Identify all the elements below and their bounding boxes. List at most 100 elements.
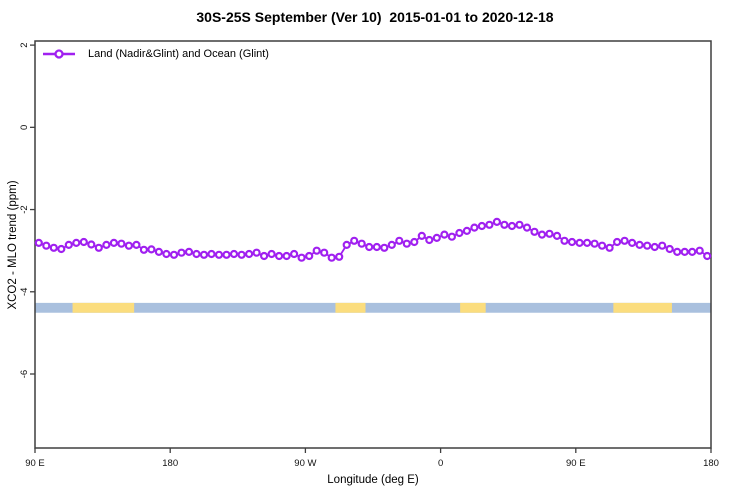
- data-point: [42, 241, 51, 250]
- data-point: [410, 237, 419, 247]
- data-point: [665, 244, 674, 254]
- data-point: [387, 240, 396, 249]
- data-point: [267, 249, 276, 259]
- y-tick-label: 0: [19, 125, 30, 130]
- data-point: [380, 243, 389, 252]
- data-point: [169, 250, 179, 259]
- data-point: [199, 250, 209, 259]
- x-tick-label: 90 E: [25, 458, 45, 469]
- x-tick-label: 180: [703, 458, 719, 469]
- x-tick-label: 0: [438, 458, 443, 469]
- data-point: [350, 236, 359, 245]
- data-point: [635, 240, 644, 249]
- data-point: [492, 217, 501, 226]
- data-point: [154, 247, 163, 256]
- data-point: [222, 250, 231, 259]
- legend-line-marker-icon: [43, 49, 75, 59]
- data-point: [290, 249, 299, 259]
- data-point: [49, 243, 58, 252]
- data-point: [109, 238, 119, 247]
- data-point: [507, 221, 517, 231]
- data-point: [650, 242, 659, 252]
- data-point: [545, 229, 554, 238]
- data-point: [590, 239, 599, 248]
- data-point: [184, 247, 194, 256]
- data-point: [627, 238, 637, 247]
- data-point: [147, 245, 156, 254]
- data-point: [312, 246, 321, 255]
- chart-title: 30S-25S September (Ver 10) 2015-01-01 to…: [196, 9, 554, 25]
- data-point: [552, 231, 562, 240]
- data-point: [305, 251, 314, 261]
- data-point: [320, 248, 329, 257]
- data-point: [102, 240, 111, 249]
- data-line: [38, 221, 708, 259]
- data-point: [522, 223, 532, 232]
- data-point: [567, 237, 577, 247]
- data-point: [425, 235, 434, 245]
- data-point: [455, 228, 464, 238]
- legend-circle-marker: [54, 49, 64, 59]
- data-point: [530, 227, 539, 236]
- legend: Land (Nadir&Glint) and Ocean (Glint): [41, 48, 269, 60]
- data-point: [575, 238, 584, 247]
- data-point: [500, 220, 509, 229]
- data-point: [297, 253, 306, 262]
- data-point: [124, 241, 133, 250]
- x-axis-title: Longitude (deg E): [327, 474, 419, 486]
- data-point: [64, 240, 73, 249]
- data-point: [357, 239, 366, 248]
- land-band-segment: [335, 302, 366, 313]
- data-point: [485, 220, 494, 229]
- data-point: [673, 247, 682, 256]
- ocean-band: [35, 302, 711, 313]
- data-point: [192, 249, 201, 259]
- data-point: [229, 249, 239, 259]
- y-tick-label: -2: [19, 205, 30, 213]
- data-point: [658, 241, 667, 250]
- data-point: [207, 249, 216, 259]
- data-point: [87, 240, 96, 249]
- data-point: [177, 248, 186, 257]
- data-point: [643, 241, 652, 250]
- data-point: [680, 247, 689, 256]
- data-point: [703, 251, 712, 261]
- data-point: [402, 239, 411, 248]
- y-tick-label: -6: [19, 370, 30, 378]
- data-point: [132, 240, 141, 249]
- data-point: [470, 223, 479, 232]
- x-tick-label: 90 E: [566, 458, 586, 469]
- data-point: [245, 249, 254, 259]
- data-point: [372, 242, 381, 252]
- data-point: [620, 236, 629, 245]
- data-point: [537, 230, 547, 239]
- y-tick-label: -4: [19, 288, 30, 296]
- land-band-segment: [72, 302, 135, 313]
- plot-border: [34, 40, 712, 449]
- data-point: [260, 251, 269, 261]
- data-point: [688, 247, 697, 256]
- data-point: [477, 221, 486, 231]
- land-band-segment: [460, 302, 486, 313]
- data-point: [560, 236, 569, 245]
- data-point: [214, 250, 224, 259]
- data-point: [342, 240, 351, 249]
- data-point: [34, 238, 43, 247]
- x-tick-label: 180: [162, 458, 178, 469]
- data-point: [79, 237, 88, 247]
- data-point: [447, 232, 456, 241]
- data-point: [139, 245, 148, 254]
- x-tick-label: 90 W: [294, 458, 316, 469]
- data-point: [327, 253, 336, 262]
- legend-label: Land (Nadir&Glint) and Ocean (Glint): [88, 48, 269, 60]
- data-point: [335, 252, 344, 261]
- data-point: [605, 243, 614, 252]
- data-point: [582, 238, 592, 247]
- data-point: [57, 244, 66, 254]
- data-point: [432, 233, 441, 242]
- land-band-segment: [613, 302, 672, 313]
- data-point: [440, 230, 449, 239]
- data-point: [612, 237, 622, 247]
